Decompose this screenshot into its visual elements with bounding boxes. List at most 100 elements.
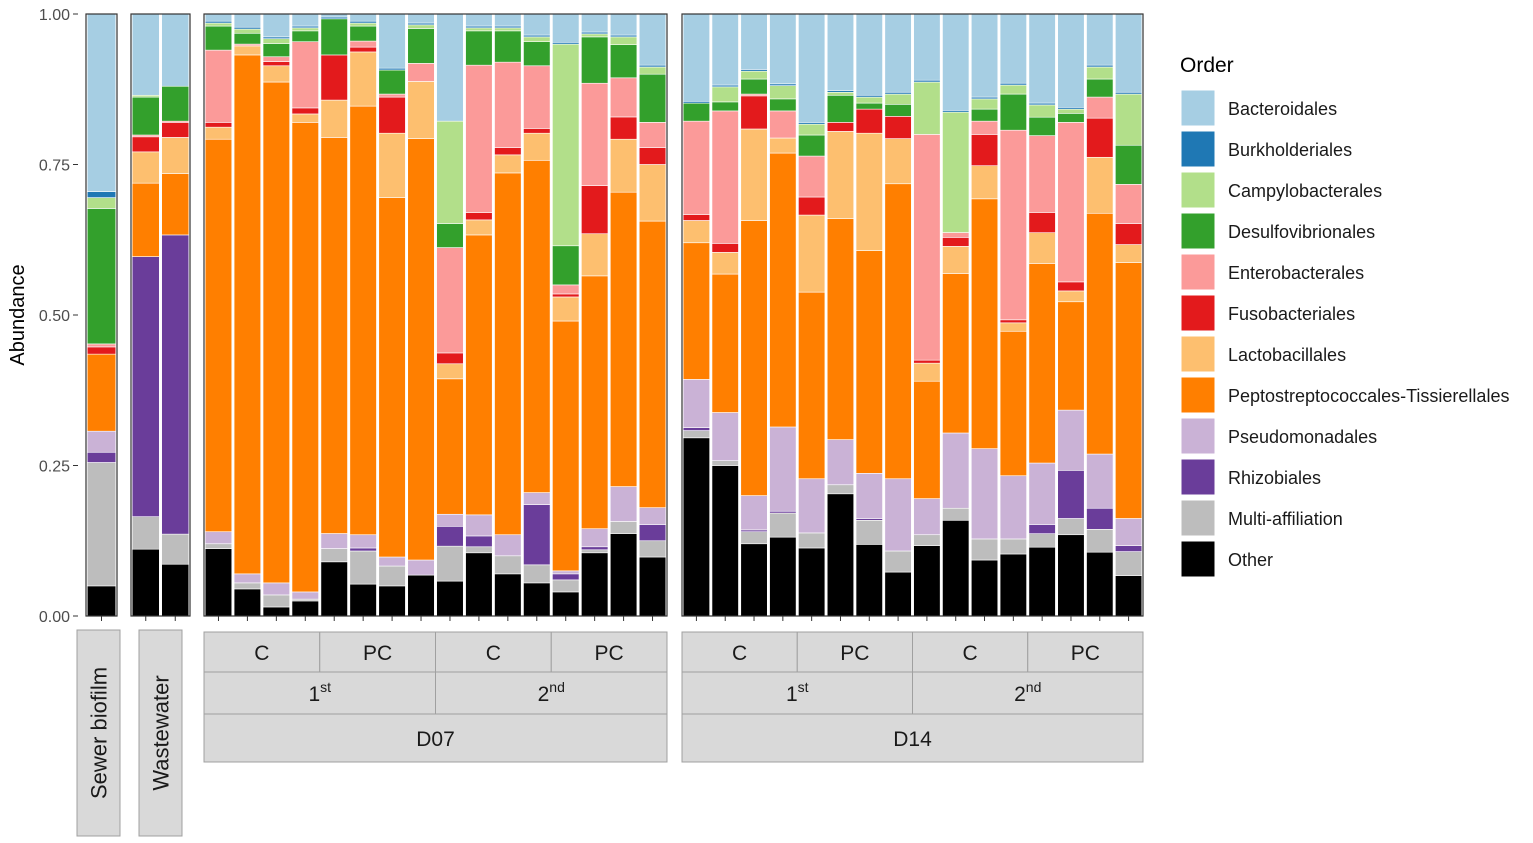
segment-pseudomonadales — [855, 473, 883, 519]
segment-lactobacillales — [1086, 156, 1114, 214]
segment-fusobacteriales — [970, 134, 999, 166]
segment-rhizobiales — [1028, 524, 1056, 534]
bar-d14-12 — [999, 13, 1027, 617]
group-label-1st: 1st — [786, 679, 809, 706]
segment-lactobacillales — [1057, 290, 1085, 303]
segment-fusobacteriales — [552, 293, 580, 298]
segment-peptostreptococcales-tissierellales — [494, 172, 522, 536]
segment-bacteroidales — [204, 13, 233, 22]
segment-pseudomonadales — [711, 412, 739, 461]
segment-multi-affiliation — [581, 549, 609, 554]
segment-campylobacterales — [769, 85, 797, 100]
legend-swatch — [1180, 130, 1216, 168]
bar-d14-4 — [769, 13, 797, 617]
group-label-2nd: 2nd — [1014, 679, 1041, 706]
segment-enterobacterales — [494, 61, 522, 148]
segment-other — [609, 533, 638, 617]
segment-lactobacillales — [798, 214, 826, 293]
segment-fusobacteriales — [494, 147, 522, 156]
segment-rhizobiales — [465, 535, 493, 548]
segment-fusobacteriales — [291, 107, 319, 115]
segment-other — [291, 600, 319, 617]
segment-campylobacterales — [999, 84, 1027, 95]
segment-bacteroidales — [349, 13, 377, 22]
subgroup-strip — [435, 631, 552, 673]
bar-d07-10 — [465, 13, 493, 617]
segment-other — [161, 563, 190, 617]
legend-item-lactobacillales: Lactobacillales — [1180, 335, 1346, 373]
subgroup-strip — [1027, 631, 1144, 673]
segment-multi-affiliation — [494, 555, 522, 575]
segment-multi-affiliation — [855, 519, 883, 545]
panel-sewer-biofilm: Sewer biofilm — [76, 13, 121, 837]
legend-label: Multi-affiliation — [1228, 509, 1343, 529]
segment-desulfovibrionales — [609, 44, 638, 79]
facet-strip-wastewater — [138, 629, 183, 837]
segment-pseudomonadales — [826, 439, 855, 486]
segment-bacteroidales — [1057, 13, 1085, 108]
segment-lactobacillales — [378, 132, 406, 198]
segment-enterobacterales — [86, 343, 117, 348]
segment-peptostreptococcales-tissierellales — [884, 183, 912, 480]
segment-peptostreptococcales-tissierellales — [682, 242, 710, 380]
segment-multi-affiliation — [970, 538, 999, 561]
segment-multi-affiliation — [826, 484, 855, 495]
segment-campylobacterales — [204, 22, 233, 27]
segment-rhizobiales — [161, 234, 190, 535]
segment-pseudomonadales — [349, 534, 377, 549]
segment-multi-affiliation — [378, 565, 406, 587]
subgroup-label-c: C — [254, 642, 269, 665]
bar-d07-12 — [523, 13, 551, 617]
segment-desulfovibrionales — [1086, 78, 1114, 98]
segment-campylobacterales — [523, 36, 551, 43]
segment-pseudomonadales — [1057, 409, 1085, 471]
segment-lactobacillales — [711, 252, 739, 275]
segment-pseudomonadales — [1086, 453, 1114, 509]
segment-multi-affiliation — [884, 550, 912, 573]
segment-peptostreptococcales-tissierellales — [131, 182, 160, 257]
segment-campylobacterales — [1086, 66, 1114, 80]
segment-enterobacterales — [609, 77, 638, 118]
segment-peptostreptococcales-tissierellales — [233, 54, 262, 575]
segment-multi-affiliation — [262, 594, 290, 608]
segment-other — [1086, 551, 1114, 617]
segment-peptostreptococcales-tissierellales — [798, 291, 826, 480]
segment-other — [711, 465, 739, 617]
segment-enterobacterales — [436, 247, 464, 354]
segment-fusobacteriales — [1057, 281, 1085, 292]
subgroup-label-c: C — [732, 642, 747, 665]
segment-enterobacterales — [942, 232, 970, 238]
segment-bacteroidales — [711, 13, 739, 86]
bar-d14-16 — [1115, 13, 1143, 617]
segment-bacteroidales — [291, 13, 319, 27]
segment-peptostreptococcales-tissierellales — [407, 138, 435, 561]
facet-label-d14: D14 — [893, 728, 932, 751]
segment-enterobacterales — [523, 65, 551, 129]
segment-pseudomonadales — [291, 591, 319, 600]
segment-bacteroidales — [999, 13, 1027, 84]
segment-lactobacillales — [436, 363, 464, 380]
segment-lactobacillales — [161, 137, 190, 174]
subgroup-label-c: C — [963, 642, 978, 665]
segment-pseudomonadales — [523, 492, 551, 505]
bar-d07-1 — [204, 13, 233, 617]
segment-lactobacillales — [1115, 244, 1143, 263]
bar-d07-13 — [552, 13, 580, 617]
segment-enterobacterales — [999, 129, 1027, 321]
segment-other — [1028, 546, 1056, 617]
segment-campylobacterales — [711, 86, 739, 103]
segment-lactobacillales — [942, 246, 970, 274]
segment-lactobacillales — [609, 138, 638, 193]
segment-bacteroidales — [1086, 13, 1114, 66]
segment-desulfovibrionales — [581, 36, 609, 84]
segment-other — [320, 561, 348, 617]
bar-wastewater-1 — [131, 13, 160, 617]
segment-desulfovibrionales — [378, 69, 406, 95]
bar-d07-6 — [349, 13, 377, 617]
segment-lactobacillales — [131, 151, 160, 184]
segment-campylobacterales — [609, 36, 638, 46]
group-strip — [203, 671, 436, 715]
segment-other — [262, 606, 290, 617]
segment-lactobacillales — [682, 220, 710, 244]
segment-fusobacteriales — [86, 346, 117, 355]
